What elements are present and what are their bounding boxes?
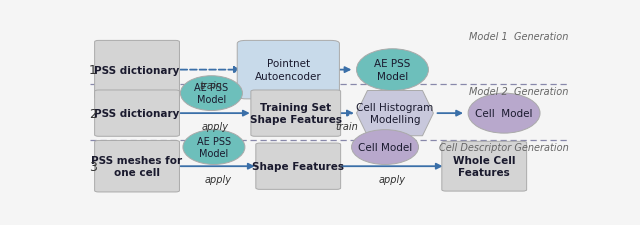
- Text: AE PSS
Model: AE PSS Model: [197, 136, 231, 159]
- Text: PSS dictionary: PSS dictionary: [94, 109, 180, 119]
- Text: Cell Model: Cell Model: [358, 142, 412, 152]
- Text: train: train: [335, 122, 358, 132]
- Ellipse shape: [356, 50, 428, 91]
- Text: Model 2  Generation: Model 2 Generation: [469, 87, 568, 97]
- Text: apply: apply: [202, 122, 228, 132]
- Text: 3: 3: [89, 160, 97, 173]
- Text: Model 1  Generation: Model 1 Generation: [469, 32, 568, 42]
- Text: PSS meshes for
one cell: PSS meshes for one cell: [92, 155, 182, 178]
- Text: Shape Features: Shape Features: [252, 162, 344, 171]
- FancyBboxPatch shape: [251, 91, 340, 137]
- Text: apply: apply: [378, 174, 405, 184]
- Text: Pointnet
Autoencoder: Pointnet Autoencoder: [255, 59, 322, 81]
- FancyBboxPatch shape: [442, 142, 527, 191]
- Ellipse shape: [180, 76, 243, 111]
- FancyBboxPatch shape: [95, 41, 179, 99]
- Text: Cell  Model: Cell Model: [476, 109, 533, 119]
- Text: 2: 2: [89, 107, 97, 120]
- Text: Cell Histogram
Modelling: Cell Histogram Modelling: [356, 102, 433, 125]
- FancyBboxPatch shape: [95, 141, 179, 192]
- FancyBboxPatch shape: [237, 41, 339, 99]
- Text: Whole Cell
Features: Whole Cell Features: [453, 155, 515, 178]
- Polygon shape: [356, 91, 433, 136]
- Text: Training Set
Shape Features: Training Set Shape Features: [250, 102, 342, 125]
- FancyBboxPatch shape: [256, 143, 340, 189]
- Text: AE PSS
Model: AE PSS Model: [195, 83, 228, 105]
- Text: train: train: [199, 81, 222, 91]
- Ellipse shape: [351, 130, 419, 165]
- Ellipse shape: [183, 130, 245, 165]
- FancyBboxPatch shape: [95, 91, 179, 137]
- Ellipse shape: [468, 94, 540, 134]
- Text: AE PSS
Model: AE PSS Model: [374, 59, 411, 81]
- Text: PSS dictionary: PSS dictionary: [94, 65, 180, 75]
- Text: 1: 1: [89, 64, 97, 77]
- Text: Cell Descriptor Generation: Cell Descriptor Generation: [439, 142, 568, 152]
- Text: apply: apply: [204, 174, 231, 184]
